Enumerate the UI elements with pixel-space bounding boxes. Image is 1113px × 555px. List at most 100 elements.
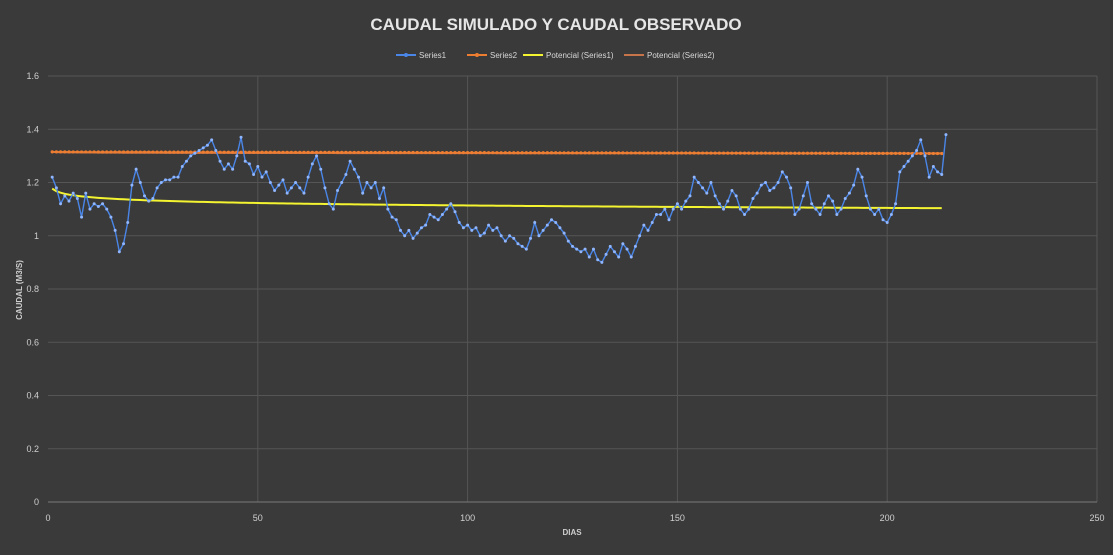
series1-point xyxy=(659,212,663,216)
series2-point xyxy=(50,150,54,154)
series2-point xyxy=(520,151,524,155)
y-axis-label: CAUDAL (M3/S) xyxy=(15,260,24,320)
grid xyxy=(48,75,1098,502)
series2-point xyxy=(591,151,596,155)
series1-point xyxy=(843,196,847,200)
series2-point xyxy=(822,151,826,155)
series1-point xyxy=(663,207,667,211)
series1-point xyxy=(633,244,637,248)
series2-point xyxy=(440,150,445,155)
series1-point xyxy=(147,199,151,203)
series1-point xyxy=(604,252,608,256)
series1-point xyxy=(289,186,293,190)
series1-point xyxy=(751,196,755,200)
series1-point xyxy=(831,199,835,203)
series2-point xyxy=(306,150,310,154)
series2-point xyxy=(184,150,189,154)
series2-point xyxy=(805,151,810,155)
series2-point xyxy=(189,150,193,154)
series1-point xyxy=(184,159,188,163)
series2-point xyxy=(327,150,331,154)
series2-point xyxy=(847,151,852,155)
series2-point xyxy=(79,150,84,154)
x-tick-label: 250 xyxy=(1089,513,1104,523)
series1-point xyxy=(591,247,595,251)
y-tick-label: 1.4 xyxy=(26,124,39,134)
series2-point xyxy=(340,150,344,155)
series2-point xyxy=(738,151,742,155)
series1-point xyxy=(818,212,822,216)
series1-point xyxy=(487,223,491,227)
series2-point xyxy=(533,151,537,155)
x-tick-label: 200 xyxy=(880,513,895,523)
series2-point xyxy=(117,150,121,154)
series2-point xyxy=(319,150,323,154)
series2-point xyxy=(168,150,172,154)
series1-point xyxy=(75,196,79,200)
series1-point xyxy=(436,218,440,222)
series2-point xyxy=(130,150,134,154)
series1-point xyxy=(558,226,562,230)
series2-point xyxy=(252,150,256,154)
legend-label: Series2 xyxy=(490,51,518,60)
series2-point xyxy=(852,151,856,155)
series1-point xyxy=(780,170,784,174)
y-tick-label: 1.6 xyxy=(26,71,39,81)
series1-point xyxy=(159,181,163,184)
series2-point xyxy=(935,151,940,156)
series1-point xyxy=(554,220,558,224)
series2-point xyxy=(919,151,923,156)
series1-point xyxy=(839,207,843,211)
series2-point xyxy=(365,150,369,155)
series2-point xyxy=(721,151,726,155)
series2-point xyxy=(163,150,168,154)
series1-point xyxy=(499,234,503,238)
series1-point xyxy=(394,218,398,222)
series2-point xyxy=(503,151,507,155)
series2-point xyxy=(763,151,768,155)
series2-point xyxy=(361,150,365,155)
series2-point xyxy=(793,151,797,155)
series2-point xyxy=(113,150,117,154)
series2-point xyxy=(860,151,864,155)
series2-point xyxy=(700,151,705,155)
series2-point xyxy=(747,151,751,155)
series2-point xyxy=(940,151,944,156)
series1-point xyxy=(814,207,818,211)
series1-line xyxy=(51,134,947,264)
series2-point xyxy=(75,150,79,154)
series2-point xyxy=(814,151,818,155)
series2-point xyxy=(407,150,411,155)
series2-point xyxy=(772,151,776,155)
series1-point xyxy=(801,194,805,198)
series1-point xyxy=(743,212,747,216)
series1-point xyxy=(382,186,386,190)
series2-point xyxy=(667,151,671,155)
series1-point xyxy=(495,226,499,230)
series2-point xyxy=(717,151,721,155)
series1-point xyxy=(768,188,772,192)
series1-point xyxy=(730,188,734,192)
series1-point xyxy=(113,228,117,232)
series2-point xyxy=(839,151,843,155)
series2-point xyxy=(272,150,277,154)
series2-point xyxy=(474,151,478,155)
series2-point xyxy=(331,150,335,154)
series1-point xyxy=(835,212,839,216)
series2-point xyxy=(369,150,373,155)
series1-point xyxy=(336,188,340,192)
series2-point xyxy=(159,150,163,154)
series1-point xyxy=(755,191,759,195)
series1-point xyxy=(80,215,84,219)
series2-point xyxy=(873,151,877,155)
series1-point xyxy=(894,202,898,206)
series2-point xyxy=(323,150,327,154)
series1-point xyxy=(550,218,554,222)
series1-point xyxy=(474,226,478,230)
series1-point xyxy=(151,196,155,200)
series2-point xyxy=(818,151,822,155)
series2-point xyxy=(398,150,403,155)
series2-point xyxy=(549,151,554,155)
series1-point xyxy=(738,207,742,211)
series2-point xyxy=(906,151,910,156)
